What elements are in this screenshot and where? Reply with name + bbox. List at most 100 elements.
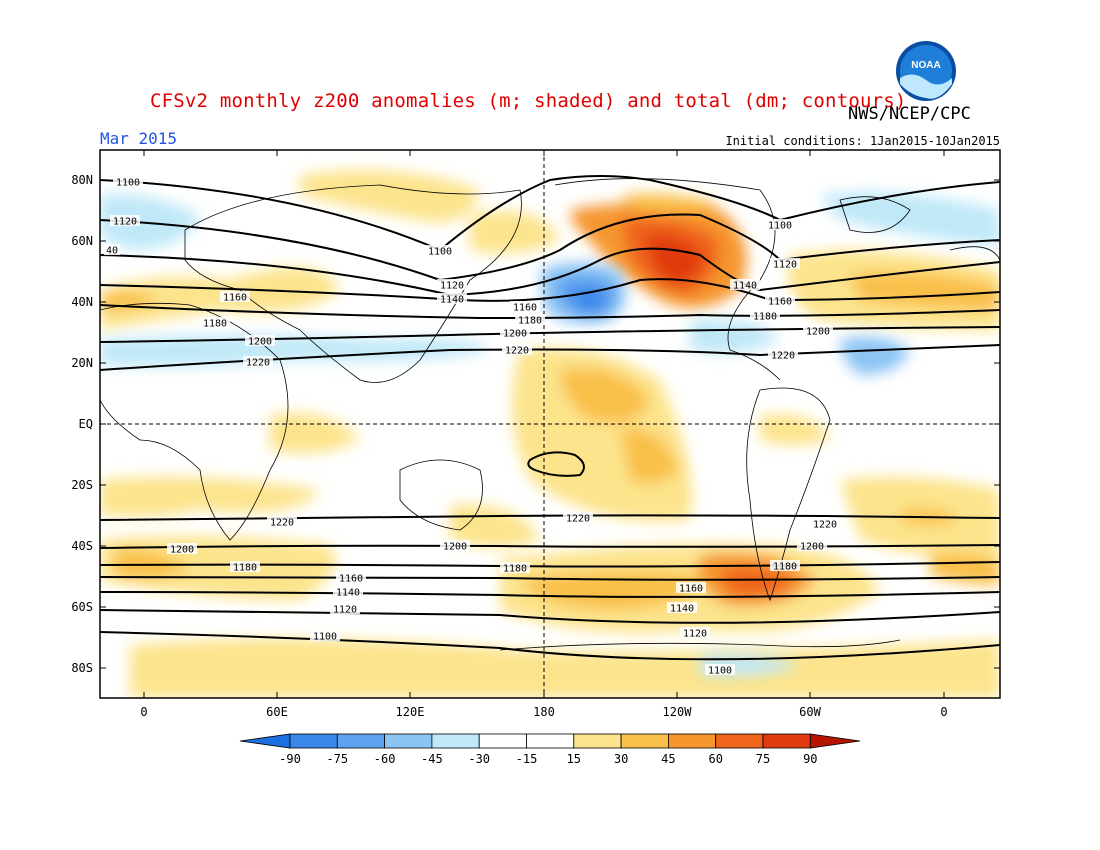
lat-label: 80N	[71, 173, 93, 187]
latitude-axis: 80N 60N 40N 20N EQ 20S 40S 60S 80S	[71, 173, 1000, 675]
colorbar-arrow-right	[809, 733, 861, 749]
contour-label: 1120	[333, 605, 357, 616]
contour-1140-nh	[100, 247, 1000, 297]
colorbar-segment	[431, 733, 480, 749]
coastlines	[100, 178, 1000, 651]
colorbar-segment	[573, 733, 622, 749]
lon-label: 0	[140, 705, 147, 719]
contour-1120-nh	[100, 213, 1000, 282]
contour-label: 1200	[806, 327, 830, 338]
colorbar-label: 45	[661, 752, 675, 766]
contour-label: 1200	[503, 329, 527, 340]
lon-label: 180	[533, 705, 555, 719]
lon-label: 0	[940, 705, 947, 719]
contour-label: 1180	[503, 564, 527, 575]
contour-label: 1140	[336, 588, 360, 599]
lat-label: 20S	[71, 478, 93, 492]
colorbar-segment	[620, 733, 669, 749]
initial-conditions-label: Initial conditions: 1Jan2015-10Jan2015	[725, 134, 1000, 148]
contour-label: 1100	[116, 178, 140, 189]
colorbar-arrow-left	[239, 733, 291, 749]
colorbar-segment	[762, 733, 811, 749]
colorbar-label: -45	[421, 752, 443, 766]
chart-title: CFSv2 monthly z200 anomalies (m; shaded)…	[150, 90, 907, 112]
contour-1160-sh	[100, 576, 1000, 581]
agency-label: NWS/NCEP/CPC	[848, 104, 971, 124]
colorbar-label: 60	[708, 752, 722, 766]
contour-label: 1180	[753, 312, 777, 323]
colorbar-label: 90	[803, 752, 817, 766]
contour-label: 1220	[771, 351, 795, 362]
negative-anomaly-shading	[100, 192, 1000, 677]
colorbar-segment	[526, 733, 575, 749]
contour-label: 1220	[270, 518, 294, 529]
lat-label: 60S	[71, 600, 93, 614]
colorbar-label: -90	[279, 752, 301, 766]
contour-label: 1180	[233, 563, 257, 574]
contour-1220-sh	[100, 514, 1000, 521]
contour-label: 1100	[428, 247, 452, 258]
contour-label: 1220	[566, 514, 590, 525]
contour-1160-nh	[100, 278, 1000, 302]
lat-label: 40N	[71, 295, 93, 309]
colorbar-label: 75	[756, 752, 770, 766]
contour-label: 1200	[170, 545, 194, 556]
colorbar-label: 30	[614, 752, 628, 766]
contour-label: 1120	[440, 281, 464, 292]
colorbar-segment	[336, 733, 385, 749]
contour-1140-sh	[100, 591, 1000, 598]
svg-text:NOAA: NOAA	[911, 60, 940, 71]
contour-label: 1160	[679, 584, 703, 595]
colorbar-label: 15	[567, 752, 581, 766]
contour-label: 40	[106, 246, 118, 257]
contour-1100-nh	[100, 175, 1000, 252]
contour-label: 1140	[440, 295, 464, 306]
contour-label: 1220	[505, 346, 529, 357]
lon-label: 60W	[799, 705, 821, 719]
contour-label: 1100	[708, 666, 732, 677]
month-label: Mar 2015	[100, 129, 178, 148]
contour-labels: 1100112040116011801200122011001120114011…	[104, 176, 840, 677]
colorbar: -90 -75 -60 -45 -30 -15 15 30 45 60 75 90	[239, 733, 861, 766]
contour-label: 1200	[248, 337, 272, 348]
colorbar-segment	[289, 733, 338, 749]
lat-label: 20N	[71, 356, 93, 370]
lon-label: 120W	[663, 705, 693, 719]
contour-label: 1180	[518, 316, 542, 327]
lat-label: EQ	[79, 417, 93, 431]
lat-label: 60N	[71, 234, 93, 248]
contour-1180-nh	[100, 304, 1000, 320]
colorbar-label: -30	[468, 752, 490, 766]
contour-1220-tropical-loop	[527, 451, 585, 477]
contour-label: 1220	[813, 520, 837, 531]
lat-label: 40S	[71, 539, 93, 553]
colorbar-label: -75	[326, 752, 348, 766]
contour-label: 1100	[313, 632, 337, 643]
contour-label: 1180	[203, 319, 227, 330]
contour-label: 1160	[768, 297, 792, 308]
contour-label: 1160	[223, 293, 247, 304]
total-height-contours	[100, 175, 1000, 661]
contour-label: 1200	[443, 542, 467, 553]
contour-1120-sh	[100, 609, 1000, 624]
contour-label: 1220	[246, 358, 270, 369]
colorbar-segment	[478, 733, 527, 749]
contour-label: 1120	[683, 629, 707, 640]
contour-label: 1160	[339, 574, 363, 585]
colorbar-label: -15	[516, 752, 538, 766]
contour-label: 1140	[670, 604, 694, 615]
longitude-axis: 0 60E 120E 180 120W 60W 0	[140, 150, 948, 719]
contour-label: 1200	[800, 542, 824, 553]
colorbar-label: -60	[374, 752, 396, 766]
contour-label: 1180	[773, 562, 797, 573]
contour-label: 1100	[768, 221, 792, 232]
lat-label: 80S	[71, 661, 93, 675]
contour-label: 1140	[733, 281, 757, 292]
lon-label: 60E	[266, 705, 288, 719]
lon-label: 120E	[396, 705, 425, 719]
contour-label: 1160	[513, 303, 537, 314]
contour-label: 1120	[113, 217, 137, 228]
colorbar-segment	[668, 733, 717, 749]
colorbar-segment	[715, 733, 764, 749]
